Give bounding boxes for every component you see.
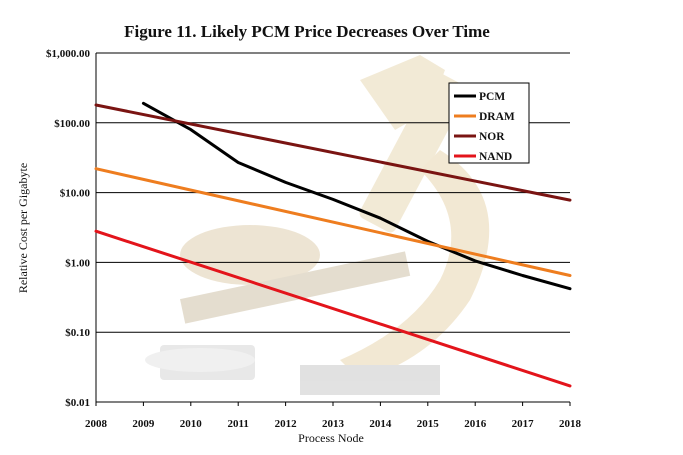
series-lines — [94, 101, 572, 388]
y-tick-label: $1,000.00 — [46, 48, 91, 60]
y-tick-label: $1.00 — [65, 257, 90, 269]
y-tick-labels: $1,000.00 $100.00 $10.00 $1.00 $0.10 $0.01 — [46, 48, 91, 409]
legend-label-nand: NAND — [479, 151, 512, 163]
x-tick-label: 2017 — [512, 418, 535, 430]
legend-label-dram: DRAM — [479, 111, 515, 123]
series-line-nor — [94, 103, 572, 202]
x-tick-label: 2016 — [464, 418, 487, 430]
series-line-pcm — [141, 101, 572, 291]
chart-title: Figure 11. Likely PCM Price Decreases Ov… — [124, 22, 490, 41]
legend-label-pcm: PCM — [479, 91, 505, 103]
x-tick-label: 2009 — [132, 418, 155, 430]
legend-label-nor: NOR — [479, 131, 505, 143]
y-tick-label: $0.10 — [65, 327, 90, 339]
x-tick-label: 2012 — [275, 418, 298, 430]
x-tick-label: 2013 — [322, 418, 345, 430]
x-tick-label: 2015 — [417, 418, 440, 430]
x-axis-label: Process Node — [298, 431, 364, 445]
x-tick-label: 2018 — [559, 418, 582, 430]
y-tick-label: $10.00 — [60, 188, 91, 200]
y-axis-label: Relative Cost per Gigabyte — [16, 163, 30, 293]
x-tick-label: 2008 — [85, 418, 108, 430]
x-tick-label: 2014 — [369, 418, 392, 430]
x-tick-labels: 2008 2009 2010 2011 2012 2013 2014 2015 2016 2017… — [85, 418, 582, 430]
x-tick-label: 2011 — [227, 418, 248, 430]
legend: PCM DRAM NOR NAND — [448, 82, 530, 164]
x-tick-label: 2010 — [180, 418, 203, 430]
series-line-nand — [94, 229, 572, 388]
y-tick-label: $100.00 — [54, 118, 90, 130]
series-line-dram — [94, 167, 572, 277]
y-tick-label: $0.01 — [65, 397, 90, 409]
legend-box — [448, 82, 530, 164]
